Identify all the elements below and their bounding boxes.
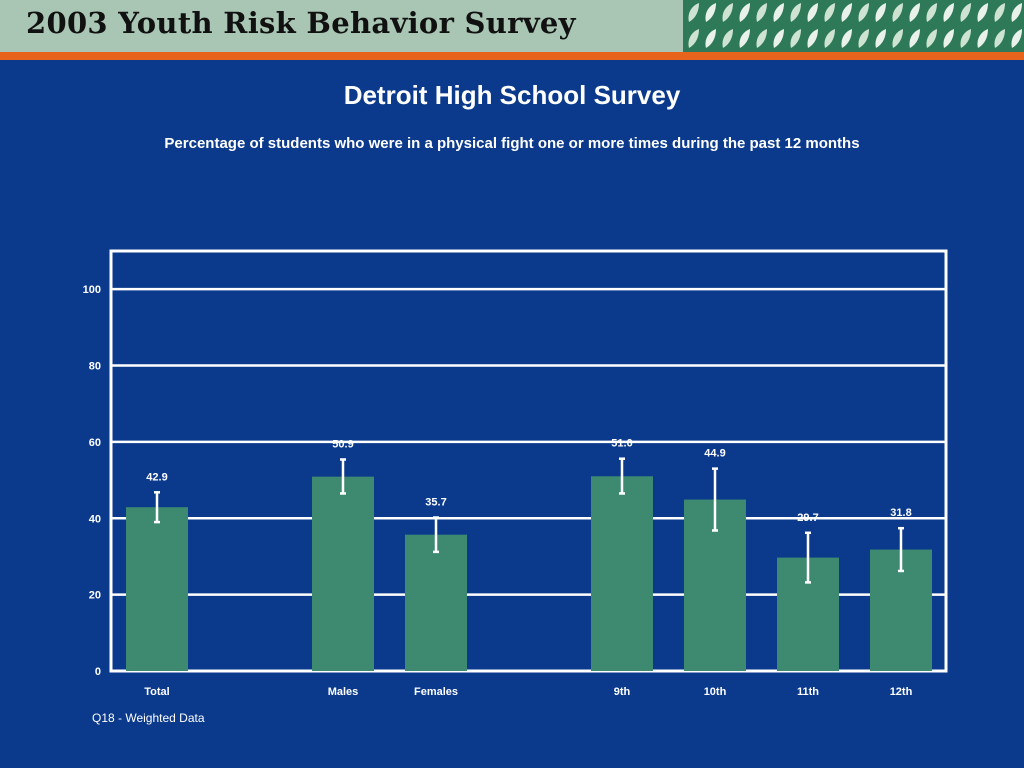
header-banner: 2003 Youth Risk Behavior Survey: [0, 0, 1024, 52]
y-tick-label: 80: [89, 361, 101, 373]
y-tick-label: 100: [83, 284, 101, 296]
leaf-pattern-svg: [683, 0, 1024, 52]
bar: [591, 476, 653, 671]
chart-title: Detroit High School Survey: [343, 80, 681, 110]
data-label: 44.9: [704, 448, 725, 460]
x-tick-label: 11th: [797, 686, 819, 698]
data-label: 35.7: [425, 497, 446, 509]
data-label: 50.9: [332, 438, 353, 450]
plot-frame: [109, 249, 948, 673]
bar: [405, 534, 467, 671]
data-label: 51.0: [611, 438, 632, 450]
y-tick-label: 0: [95, 666, 101, 678]
x-tick-label: 10th: [704, 686, 727, 698]
y-tick-label: 20: [89, 590, 101, 602]
banner-title: 2003 Youth Risk Behavior Survey: [26, 6, 576, 40]
y-tick-label: 40: [89, 513, 101, 525]
leaf-pattern-icon: [683, 0, 1024, 52]
x-tick-label: Total: [144, 686, 169, 698]
x-tick-label: Females: [414, 686, 458, 698]
y-tick-label: 60: [89, 437, 101, 449]
x-tick-label: Males: [328, 686, 359, 698]
data-label: 31.8: [890, 507, 911, 519]
header-accent-rule: [0, 52, 1024, 60]
x-tick-label: 9th: [614, 686, 631, 698]
bar: [126, 507, 188, 671]
data-label: 29.7: [797, 512, 818, 524]
chart-subtitle: Percentage of students who were in a phy…: [164, 135, 860, 152]
bar: [312, 476, 374, 671]
x-tick-label: 12th: [890, 686, 913, 698]
data-label: 42.9: [146, 471, 167, 483]
footnote: Q18 - Weighted Data: [92, 711, 205, 725]
